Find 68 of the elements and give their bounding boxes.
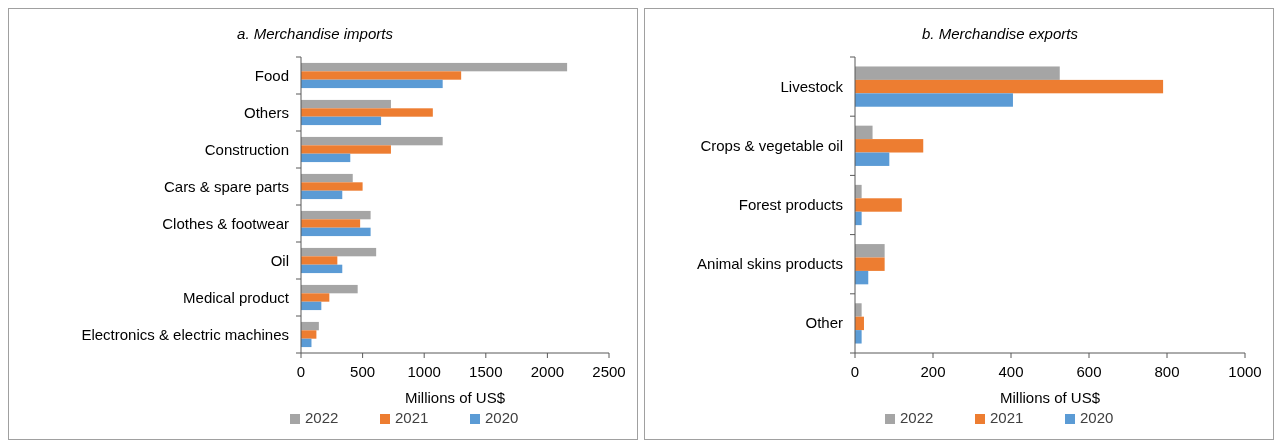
y-tick-label: Food <box>254 66 289 84</box>
bar <box>301 79 443 89</box>
y-tick-label: Animal skins products <box>697 255 843 273</box>
bar <box>855 303 862 317</box>
bar <box>301 108 433 117</box>
bar <box>855 139 924 153</box>
x-tick-label: 2000 <box>530 363 565 380</box>
x-tick-label: 1500 <box>469 363 503 380</box>
bar <box>855 244 885 258</box>
bar <box>855 330 862 344</box>
x-tick-label: 1000 <box>1228 363 1262 380</box>
x-axis-title: Millions of US$ <box>404 389 506 406</box>
bar <box>301 62 568 72</box>
y-tick-label: Electronics & electric machines <box>81 325 289 343</box>
y-tick-label: Other <box>805 314 843 332</box>
bar <box>301 264 343 274</box>
y-tick-label: Clothes & footwear <box>162 214 289 232</box>
bar <box>301 136 443 146</box>
y-tick-label: Forest products <box>738 196 843 213</box>
bar <box>301 293 330 302</box>
chart-title: a. Merchandise imports <box>237 25 394 42</box>
y-tick-label: Medical product <box>183 288 290 306</box>
bar <box>301 71 462 80</box>
bar <box>301 210 371 220</box>
x-tick-label: 2500 <box>592 363 626 380</box>
bar <box>855 198 902 212</box>
x-tick-label: 200 <box>920 363 946 380</box>
bar <box>301 330 317 339</box>
chart-title: b. Merchandise exports <box>922 25 1079 42</box>
bar <box>301 284 358 294</box>
bar <box>855 93 1013 107</box>
x-tick-label: 800 <box>1154 363 1180 380</box>
y-tick-label: Others <box>243 103 289 121</box>
bar <box>301 99 391 109</box>
legend-label: 2021 <box>395 409 429 426</box>
y-tick-label: Oil <box>270 251 289 269</box>
bar <box>301 256 338 265</box>
y-tick-label: Cars & spare parts <box>163 177 289 195</box>
legend-label: 2020 <box>485 409 519 426</box>
bar <box>301 227 371 237</box>
bar <box>301 116 382 126</box>
bar <box>855 257 885 271</box>
x-tick-label: 1000 <box>407 363 441 380</box>
bar <box>301 153 351 163</box>
bar <box>301 182 363 191</box>
x-tick-label: 0 <box>296 363 306 380</box>
x-axis-title: Millions of US$ <box>999 389 1101 406</box>
bar <box>855 125 873 140</box>
legend-label: 2021 <box>990 409 1024 426</box>
bar <box>855 79 1164 94</box>
bar <box>301 145 391 154</box>
legend-label: 2020 <box>1080 409 1114 426</box>
bar <box>301 190 343 200</box>
bar <box>855 152 890 166</box>
x-tick-label: 0 <box>850 363 860 380</box>
bar <box>301 173 353 183</box>
x-tick-label: 500 <box>350 363 376 380</box>
y-tick-label: Construction <box>204 140 289 158</box>
bar <box>301 247 377 257</box>
y-tick-label: Crops & vegetable oil <box>700 136 843 154</box>
bar <box>301 219 361 228</box>
legend-label: 2022 <box>305 409 339 426</box>
x-tick-label: 400 <box>998 363 1024 380</box>
y-tick-label: Livestock <box>780 77 844 95</box>
bar <box>855 66 1060 80</box>
legend-label: 2022 <box>900 409 934 426</box>
x-tick-label: 600 <box>1076 363 1102 380</box>
bar <box>301 321 319 331</box>
